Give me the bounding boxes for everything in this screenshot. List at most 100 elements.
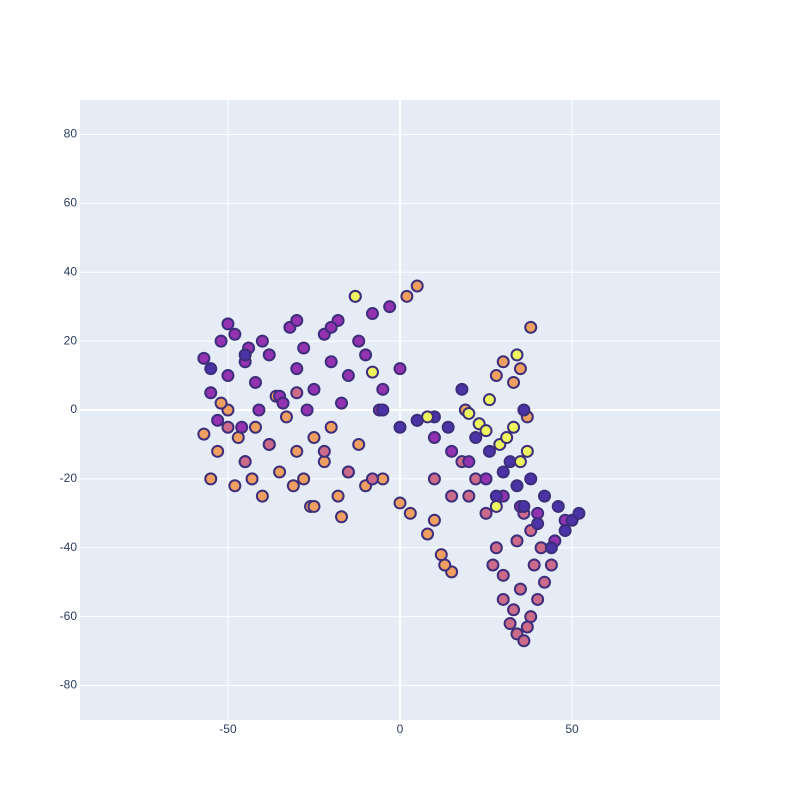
point [531, 592, 545, 606]
point [365, 472, 379, 486]
point [290, 444, 304, 458]
y-tick-label: 0 [70, 402, 77, 416]
point [290, 386, 304, 400]
point [462, 406, 476, 420]
point [252, 403, 266, 417]
point [393, 362, 407, 376]
point [221, 369, 235, 383]
point [317, 444, 331, 458]
point [469, 431, 483, 445]
point [538, 489, 552, 503]
point [517, 634, 531, 648]
point [204, 472, 218, 486]
point [445, 444, 459, 458]
y-tick-label: -80 [60, 678, 78, 692]
point [462, 455, 476, 469]
point [276, 396, 290, 410]
point [214, 396, 228, 410]
point [544, 558, 558, 572]
point [341, 369, 355, 383]
point [290, 362, 304, 376]
point [517, 403, 531, 417]
point [348, 289, 362, 303]
point [324, 320, 338, 334]
point [197, 351, 211, 365]
point [486, 558, 500, 572]
point [503, 617, 517, 631]
point [324, 420, 338, 434]
point [482, 444, 496, 458]
point [359, 348, 373, 362]
point [335, 396, 349, 410]
point [510, 479, 524, 493]
point [352, 437, 366, 451]
point [352, 334, 366, 348]
point [421, 527, 435, 541]
point [393, 496, 407, 510]
x-tick-label: 0 [397, 722, 404, 736]
point [513, 582, 527, 596]
point [513, 455, 527, 469]
point [421, 410, 435, 424]
point [524, 320, 538, 334]
point [279, 410, 293, 424]
point [527, 558, 541, 572]
point [214, 334, 228, 348]
point [482, 393, 496, 407]
y-tick-label: -40 [60, 540, 78, 554]
point [531, 517, 545, 531]
point [507, 420, 521, 434]
point [489, 541, 503, 555]
point [307, 431, 321, 445]
point [248, 420, 262, 434]
point [445, 489, 459, 503]
point [290, 313, 304, 327]
point [524, 472, 538, 486]
y-tick-label: -60 [60, 609, 78, 623]
point [427, 513, 441, 527]
point [365, 365, 379, 379]
point [211, 444, 225, 458]
y-tick-label: 80 [64, 127, 78, 141]
point [248, 375, 262, 389]
point [297, 472, 311, 486]
point [427, 472, 441, 486]
point [307, 499, 321, 513]
point [204, 386, 218, 400]
point [441, 420, 455, 434]
point [221, 420, 235, 434]
point [307, 382, 321, 396]
point [520, 620, 534, 634]
point [228, 479, 242, 493]
point [286, 479, 300, 493]
point [400, 289, 414, 303]
y-tick-label: 40 [64, 264, 78, 278]
point [245, 472, 259, 486]
point [238, 348, 252, 362]
point [262, 437, 276, 451]
point [517, 499, 531, 513]
point [383, 300, 397, 314]
point [520, 444, 534, 458]
point [572, 506, 586, 520]
point [513, 362, 527, 376]
point [410, 279, 424, 293]
x-tick-label: 50 [565, 722, 579, 736]
point [393, 420, 407, 434]
point [221, 317, 235, 331]
point [479, 424, 493, 438]
point [331, 489, 345, 503]
point [403, 506, 417, 520]
point [335, 510, 349, 524]
point [297, 341, 311, 355]
point [341, 465, 355, 479]
x-tick-label: -50 [219, 722, 237, 736]
point [496, 465, 510, 479]
point [496, 592, 510, 606]
point [558, 524, 572, 538]
y-tick-label: 60 [64, 196, 78, 210]
point [496, 568, 510, 582]
point [538, 575, 552, 589]
y-tick-label: 20 [64, 333, 78, 347]
